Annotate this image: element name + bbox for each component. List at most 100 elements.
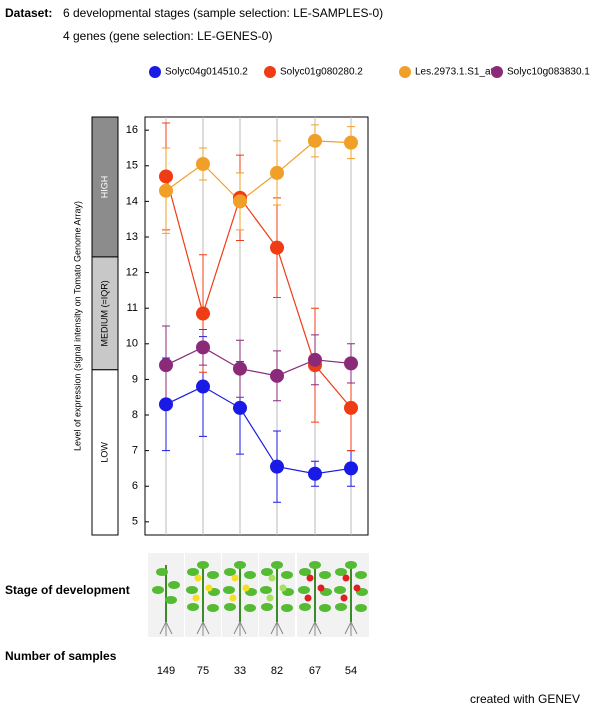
leaf <box>271 561 283 569</box>
y-tick-label: 8 <box>132 409 138 421</box>
sample-count: 67 <box>309 665 321 677</box>
sample-count: 82 <box>271 665 283 677</box>
y-tick-label: 5 <box>132 516 138 528</box>
leaf <box>261 603 273 611</box>
legend-label: Solyc10g083830.1 <box>507 67 590 78</box>
leaf <box>223 586 235 594</box>
fruit <box>230 595 237 602</box>
leaf <box>187 603 199 611</box>
footer: created with GENEV <box>470 692 580 706</box>
leaf <box>334 586 346 594</box>
data-point <box>308 467 322 481</box>
leaf <box>281 604 293 612</box>
plant-icon <box>148 553 184 637</box>
leaf <box>207 604 219 612</box>
leaf <box>152 586 164 594</box>
dataset-line: 4 genes (gene selection: LE-GENES-0) <box>63 29 272 43</box>
sample-count: 75 <box>197 665 209 677</box>
band-label: MEDIUM (=IQR) <box>99 280 109 346</box>
legend-swatch <box>399 66 411 78</box>
leaf <box>165 596 177 604</box>
data-point <box>159 397 173 411</box>
data-point <box>270 369 284 383</box>
fruit <box>232 575 239 582</box>
fruit <box>307 575 314 582</box>
legend-swatch <box>149 66 161 78</box>
leaf <box>234 561 246 569</box>
data-point <box>196 340 210 354</box>
plant-icon <box>259 553 295 637</box>
y-tick-label: 15 <box>126 160 138 172</box>
data-point <box>344 136 358 150</box>
sample-count: 33 <box>234 665 246 677</box>
fruit <box>343 575 350 582</box>
y-tick-label: 13 <box>126 231 138 243</box>
leaf <box>244 571 256 579</box>
leaf <box>345 561 357 569</box>
y-tick-label: 16 <box>126 124 138 136</box>
page: {"header": {"dataset_label": "Dataset:",… <box>0 0 596 711</box>
data-point <box>308 134 322 148</box>
leaf <box>319 571 331 579</box>
data-point <box>270 241 284 255</box>
screenshot: Dataset: 6 developmental stages (sample … <box>0 0 596 711</box>
dataset-line: 6 developmental stages (sample selection… <box>63 6 383 20</box>
data-point <box>159 184 173 198</box>
leaf <box>319 604 331 612</box>
leaf <box>207 571 219 579</box>
leaf <box>355 571 367 579</box>
band-label: LOW <box>99 442 109 463</box>
legend-label: Solyc04g014510.2 <box>165 67 248 78</box>
leaf <box>197 561 209 569</box>
leaf <box>281 571 293 579</box>
data-point <box>233 401 247 415</box>
fruit <box>354 585 361 592</box>
data-point <box>196 380 210 394</box>
legend-swatch <box>491 66 503 78</box>
data-point <box>233 362 247 376</box>
dataset-label: Dataset: <box>5 6 52 20</box>
fruit <box>193 595 200 602</box>
leaf <box>244 604 256 612</box>
y-tick-label: 10 <box>126 338 138 350</box>
leaf <box>298 586 310 594</box>
y-tick-label: 12 <box>126 266 138 278</box>
leaf <box>309 561 321 569</box>
leaf <box>156 568 168 576</box>
legend-label: Solyc01g080280.2 <box>280 67 363 78</box>
y-tick-label: 7 <box>132 445 138 457</box>
samples-label: Number of samples <box>5 649 117 663</box>
leaf <box>186 586 198 594</box>
leaf <box>355 604 367 612</box>
fruit <box>195 575 202 582</box>
fruit <box>267 595 274 602</box>
legend-swatch <box>264 66 276 78</box>
y-tick-label: 6 <box>132 480 138 492</box>
band-label: HIGH <box>99 176 109 199</box>
fruit <box>341 595 348 602</box>
legend-label: Les.2973.1.S1_at <box>415 67 494 78</box>
y-tick-label: 9 <box>132 373 138 385</box>
sample-count: 54 <box>345 665 357 677</box>
data-point <box>233 194 247 208</box>
sample-count: 149 <box>157 665 175 677</box>
plant-icon <box>222 553 258 637</box>
y-tick-label: 11 <box>127 302 138 314</box>
plant-icon <box>333 553 369 637</box>
data-point <box>344 461 358 475</box>
data-point <box>270 166 284 180</box>
fruit <box>318 585 325 592</box>
data-point <box>344 401 358 415</box>
fruit <box>206 585 213 592</box>
leaf <box>260 586 272 594</box>
data-point <box>159 169 173 183</box>
data-point <box>196 157 210 171</box>
leaf <box>335 603 347 611</box>
leaf <box>299 603 311 611</box>
data-point <box>344 356 358 370</box>
leaf <box>224 603 236 611</box>
stage-label: Stage of development <box>5 583 130 597</box>
y-axis-label: Level of expression (signal intensity on… <box>72 201 82 451</box>
data-point <box>270 460 284 474</box>
fruit <box>243 585 250 592</box>
